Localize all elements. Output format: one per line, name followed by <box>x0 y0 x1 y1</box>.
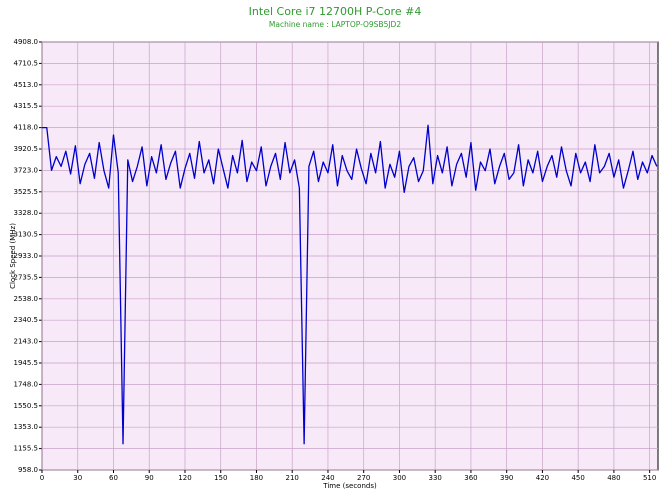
x-tick-label: 60 <box>109 474 118 482</box>
x-tick-label: 240 <box>321 474 334 482</box>
x-tick-label: 90 <box>145 474 154 482</box>
x-tick-label: 270 <box>357 474 370 482</box>
x-tick-label: 30 <box>73 474 82 482</box>
x-tick-label: 150 <box>214 474 227 482</box>
x-tick-label: 330 <box>429 474 442 482</box>
y-tick-label: 1945.5 <box>14 359 39 367</box>
y-tick-label: 3130.5 <box>14 231 39 239</box>
y-tick-label: 1748.0 <box>14 380 39 388</box>
x-tick-label: 390 <box>500 474 513 482</box>
y-tick-label: 2143.0 <box>14 338 39 346</box>
x-tick-label: 360 <box>464 474 477 482</box>
y-tick-label: 3328.0 <box>14 209 39 217</box>
y-tick-label: 3525.5 <box>14 188 39 196</box>
y-axis-label: Clock Speed (MHz) <box>9 223 17 289</box>
y-tick-label: 1155.5 <box>14 445 39 453</box>
x-tick-label: 210 <box>286 474 299 482</box>
x-tick-label: 180 <box>250 474 263 482</box>
x-tick-label: 120 <box>178 474 191 482</box>
y-tick-label: 3723.0 <box>14 166 39 174</box>
x-tick-label: 510 <box>643 474 656 482</box>
y-tick-label: 4710.5 <box>14 59 39 67</box>
x-tick-label: 0 <box>40 474 44 482</box>
x-tick-label: 450 <box>571 474 584 482</box>
line-series <box>42 124 658 445</box>
y-tick-label: 4908.0 <box>14 38 39 46</box>
y-tick-label: 2538.0 <box>14 295 39 303</box>
y-tick-label: 2340.5 <box>14 316 39 324</box>
x-tick-label: 420 <box>536 474 549 482</box>
x-tick-label: 480 <box>607 474 620 482</box>
y-tick-label: 4513.0 <box>14 81 39 89</box>
y-tick-label: 2735.5 <box>14 273 39 281</box>
y-tick-label: 2933.0 <box>14 252 39 260</box>
x-tick-label: 300 <box>393 474 406 482</box>
chart-subtitle: Machine name : LAPTOP-O9SB5JD2 <box>269 20 401 29</box>
chart-title: Intel Core i7 12700H P-Core #4 <box>249 5 422 18</box>
y-tick-label: 958.0 <box>18 466 38 474</box>
y-tick-label: 1353.0 <box>14 423 39 431</box>
y-tick-label: 1550.5 <box>14 402 39 410</box>
y-tick-label: 4118.0 <box>14 124 39 132</box>
x-axis-label: Time (seconds) <box>322 482 377 490</box>
y-tick-label: 3920.5 <box>14 145 39 153</box>
y-tick-label: 4315.5 <box>14 102 39 110</box>
